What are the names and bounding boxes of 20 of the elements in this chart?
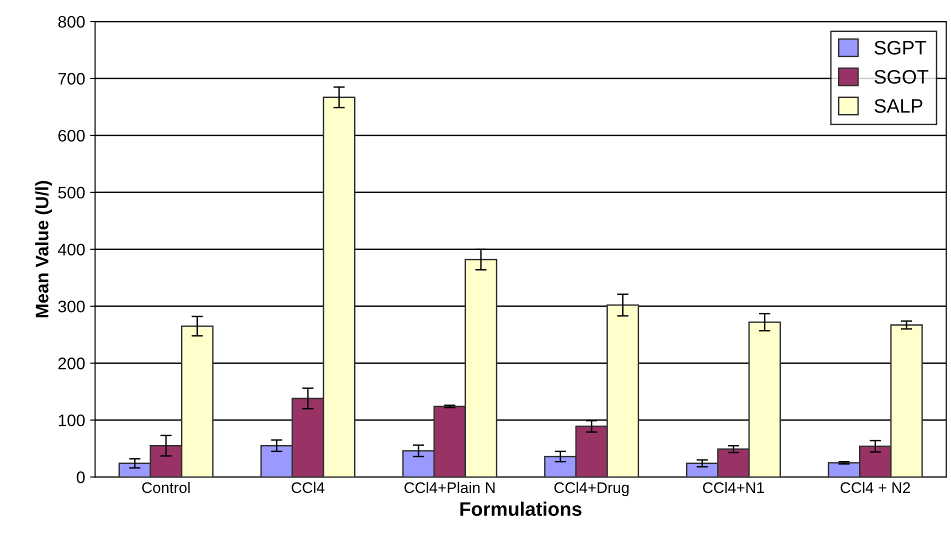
y-tick-label: 0 <box>76 471 85 484</box>
y-tick-label: 300 <box>58 300 85 312</box>
x-tick-label: Control <box>142 482 190 494</box>
y-tick-label: 100 <box>58 414 85 426</box>
y-tick-label: 800 <box>58 16 85 28</box>
y-axis-title: Mean Value (U/l) <box>35 180 52 318</box>
y-tick-label: 400 <box>58 244 85 256</box>
x-tick-label: CCl4+N1 <box>703 482 764 494</box>
legend-label: SGPT <box>874 40 926 55</box>
y-tick-label: 500 <box>58 186 85 199</box>
legend-label: SGOT <box>874 70 928 84</box>
x-tick-label: CCl4+Drug <box>554 482 629 496</box>
legend-label: SALP <box>874 99 922 113</box>
y-tick-label: 600 <box>58 130 85 142</box>
y-tick-label: 200 <box>58 358 85 370</box>
x-tick-label: CCl4 + N2 <box>840 482 910 494</box>
x-tick-label: CCl4 <box>292 482 324 494</box>
y-tick-label: 700 <box>58 72 85 85</box>
x-tick-label: CCl4+Plain N <box>404 482 495 494</box>
x-axis-title: Formulations <box>460 502 582 516</box>
